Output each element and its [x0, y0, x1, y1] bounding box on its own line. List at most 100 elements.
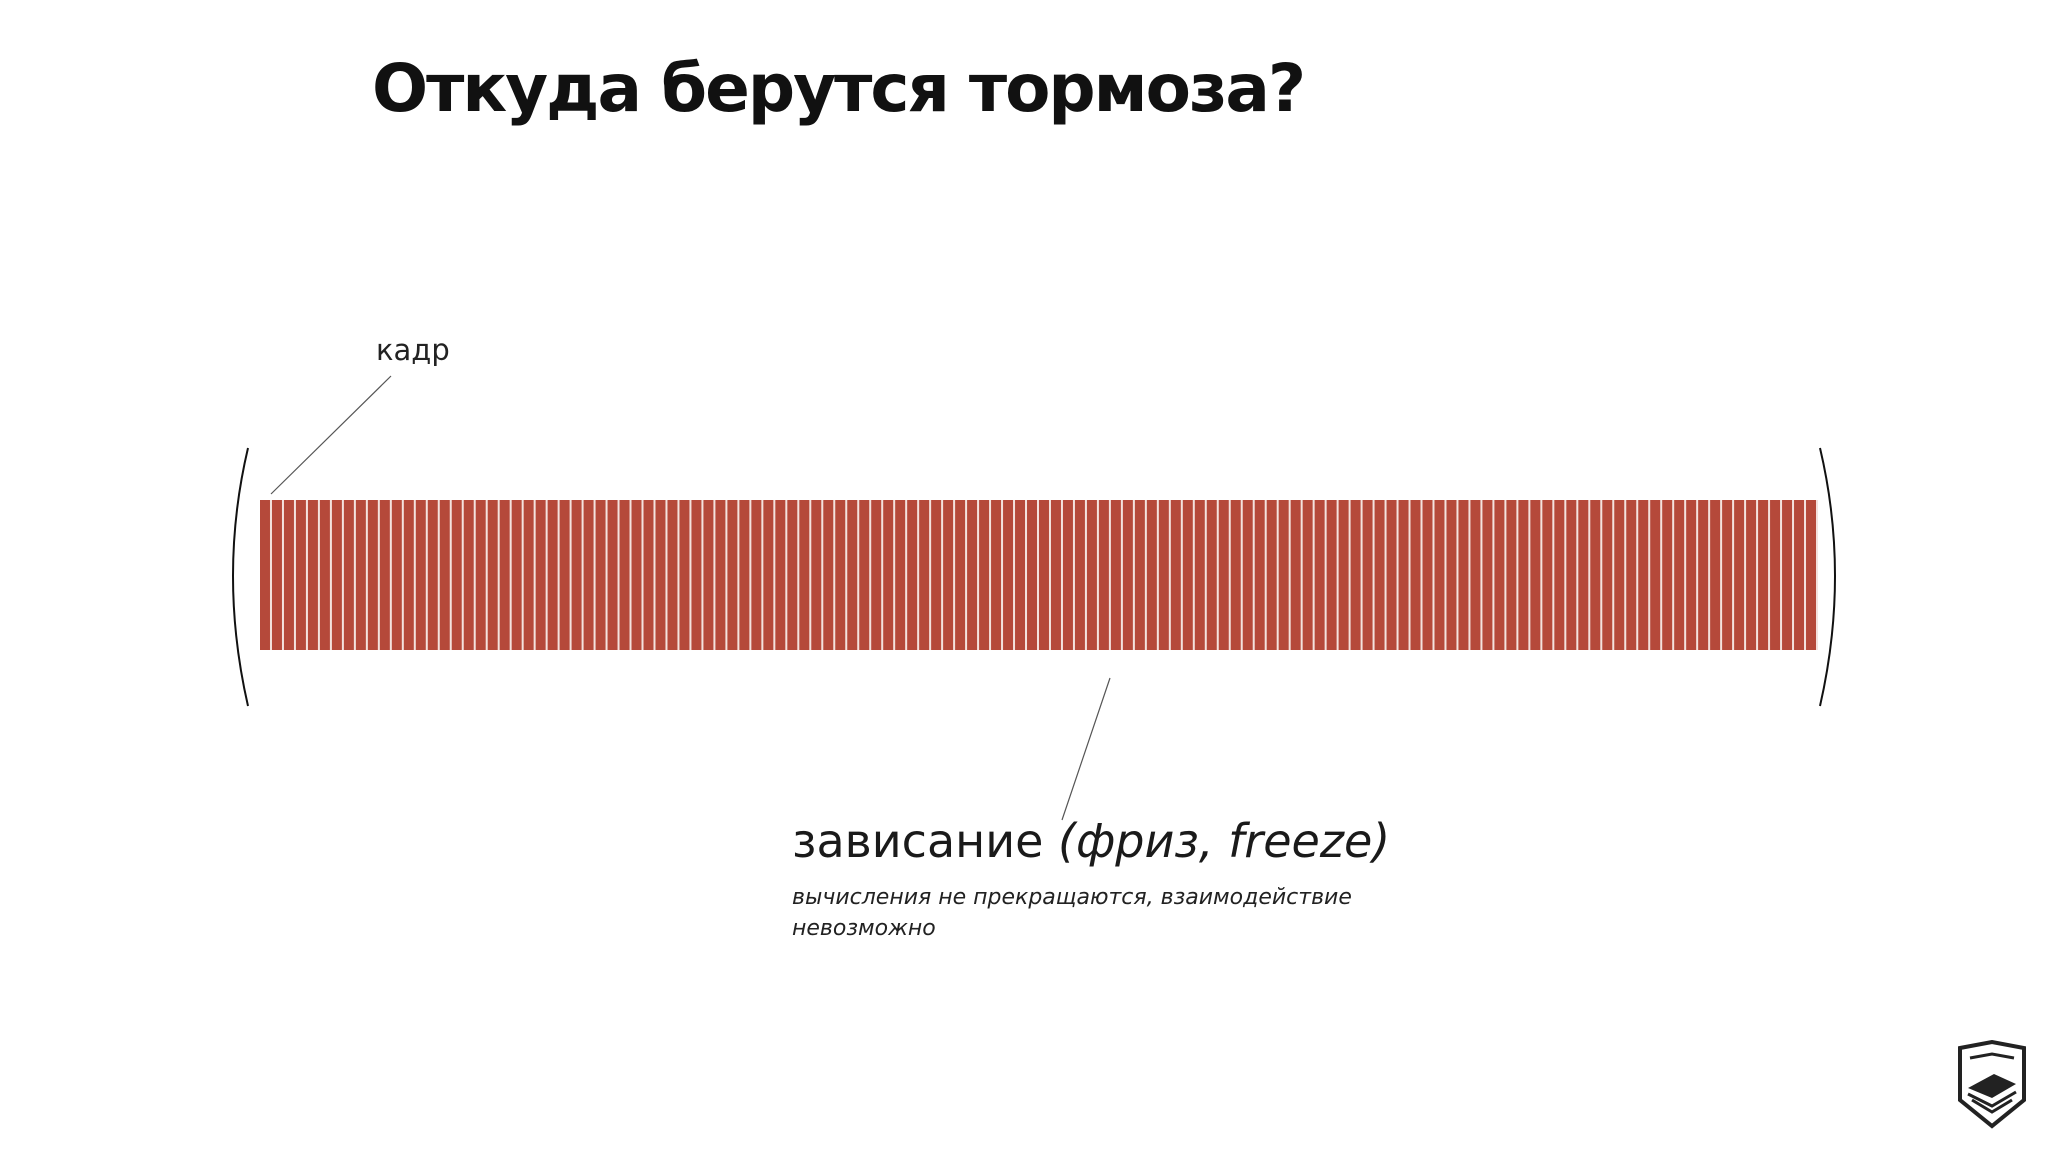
frame [979, 500, 990, 650]
frame [727, 500, 738, 650]
frame [715, 500, 726, 650]
frame [511, 500, 522, 650]
frame [799, 500, 810, 650]
freeze-description: вычисления не прекращаются, взаимодейств… [792, 885, 1352, 941]
frame [571, 500, 582, 650]
frame [1638, 500, 1649, 650]
frame [403, 500, 414, 650]
frame [1794, 500, 1805, 650]
frame [1422, 500, 1433, 650]
frame [943, 500, 954, 650]
frame [1626, 500, 1637, 650]
frame [1206, 500, 1217, 650]
frame [1266, 500, 1277, 650]
frame [1350, 500, 1361, 650]
frame [595, 500, 606, 650]
frame [1734, 500, 1745, 650]
frame [1086, 500, 1097, 650]
frame [1050, 500, 1061, 650]
freeze-label-main: зависание [792, 814, 1044, 868]
frame [295, 500, 306, 650]
frame [1062, 500, 1073, 650]
frame [499, 500, 510, 650]
frame [1578, 500, 1589, 650]
frame [1110, 500, 1121, 650]
frame [703, 500, 714, 650]
frame [1278, 500, 1289, 650]
frame [691, 500, 702, 650]
frame [1566, 500, 1577, 650]
frame [871, 500, 882, 650]
frame [1518, 500, 1529, 650]
frame [1027, 500, 1037, 650]
frame [1194, 500, 1205, 650]
frame [1686, 500, 1697, 650]
frame [271, 500, 282, 650]
frame [751, 500, 762, 650]
frame [1482, 500, 1493, 650]
hexagon-book-logo-icon [1958, 1040, 2026, 1129]
frame [835, 500, 846, 650]
frame-strip [260, 500, 1818, 650]
frame [1242, 500, 1253, 650]
frame [955, 500, 966, 650]
frame [1098, 500, 1109, 650]
slide-title: Откуда берутся тормоза? [372, 50, 1306, 127]
frame [1698, 500, 1709, 650]
frame [823, 500, 834, 650]
frame [391, 500, 402, 650]
frame [427, 500, 438, 650]
frame [655, 500, 666, 650]
frame [487, 500, 498, 650]
frame [1122, 500, 1133, 650]
frame [991, 500, 1002, 650]
frame [1146, 500, 1157, 650]
frame [619, 500, 630, 650]
frame [1554, 500, 1565, 650]
frame [1770, 500, 1781, 650]
frame [1710, 500, 1721, 650]
frame [1374, 500, 1385, 650]
frame [283, 500, 294, 650]
frame [439, 500, 450, 650]
frame [811, 500, 822, 650]
frame [931, 500, 942, 650]
frame [1746, 500, 1757, 650]
frame [763, 500, 774, 650]
frame [643, 500, 654, 650]
frame [1782, 500, 1793, 650]
frame [1458, 500, 1469, 650]
frame [319, 500, 330, 650]
frame [260, 500, 270, 650]
frame [1015, 500, 1026, 650]
frame [1506, 500, 1517, 650]
frame [1170, 500, 1181, 650]
frame [1470, 500, 1481, 650]
frame [895, 500, 906, 650]
frame [367, 500, 378, 650]
frame [1314, 500, 1325, 650]
frame [415, 500, 426, 650]
frame [1039, 500, 1049, 650]
frame [1722, 500, 1733, 650]
frame [631, 500, 642, 650]
frame [1590, 500, 1601, 650]
frame [907, 500, 918, 650]
frame [535, 500, 546, 650]
frame [919, 500, 930, 650]
frame [547, 500, 558, 650]
frame [1434, 500, 1445, 650]
frame [343, 500, 354, 650]
frame-label-pointer [270, 375, 392, 495]
frame [1290, 500, 1301, 650]
frame [1182, 500, 1193, 650]
frame [307, 500, 318, 650]
frame [1326, 500, 1337, 650]
frame [739, 500, 750, 650]
frame [523, 500, 534, 650]
frame [847, 500, 858, 650]
frame [451, 500, 462, 650]
freeze-label-pointer [1061, 677, 1111, 821]
frame [1398, 500, 1409, 650]
